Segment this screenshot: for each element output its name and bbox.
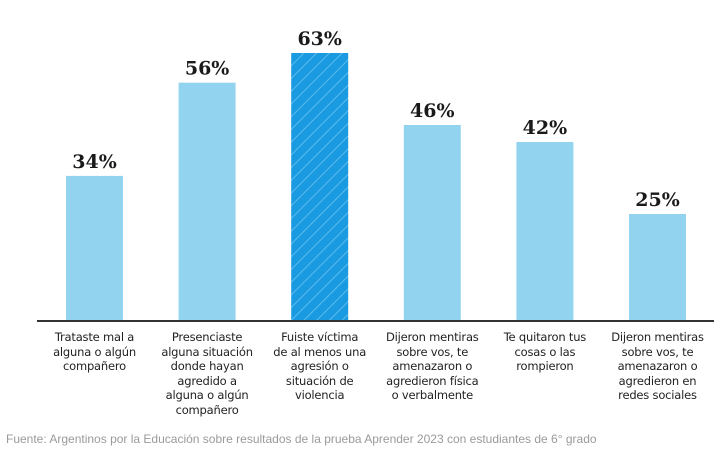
category-label-6: Dijeron mentiras sobre vos, te amenazaron … <box>598 330 718 403</box>
category-label-line: Presenciaste <box>171 330 243 344</box>
category-label-line: violencia <box>295 388 345 402</box>
category-label-line: situación de <box>285 373 354 388</box>
category-label-line: Te quitaron tus <box>503 330 587 344</box>
bar-2 <box>178 82 236 320</box>
category-label-line: donde hayan <box>170 359 244 373</box>
category-label-line: amenazaron o <box>617 359 698 373</box>
category-label-1: Trataste mal a alguna o algún compañero <box>35 330 155 374</box>
category-label-line: alguna o algún <box>165 388 249 402</box>
value-label-2: 56% <box>185 58 230 80</box>
category-label-line: sobre vos, te <box>621 344 694 359</box>
bar-5 <box>516 142 574 320</box>
category-label-line: compañero <box>63 359 126 373</box>
category-label-line: alguna o algún <box>53 344 136 359</box>
value-label-4: 46% <box>410 100 455 122</box>
category-label-5: Te quitaron tus cosas o las rompieron <box>485 330 605 374</box>
category-label-4: Dijeron mentiras sobre vos, te amenazaron … <box>372 330 492 403</box>
category-label-line: agredido a <box>177 373 237 388</box>
category-label-line: Dijeron mentiras <box>611 330 704 344</box>
bar-1 <box>66 175 123 320</box>
category-label-line: agresión o <box>290 359 349 373</box>
bar-6 <box>629 214 686 320</box>
category-label-line: agredieron en <box>618 373 697 388</box>
category-label-line: rompieron <box>516 359 574 373</box>
value-label-5: 42% <box>523 117 568 139</box>
category-label-line: Dijeron mentiras <box>385 330 479 344</box>
category-label-line: sobre vos, te <box>396 344 469 359</box>
category-label-line: agredieron física <box>386 373 479 388</box>
category-label-2: Presenciaste alguna situación donde hayan a… <box>147 330 267 417</box>
category-label-line: Fuiste víctima <box>281 330 359 344</box>
category-label-line: Trataste mal a <box>54 330 135 344</box>
category-label-line: redes sociales <box>618 388 697 402</box>
value-label-6: 25% <box>635 189 680 211</box>
category-label-line: cosas o las <box>514 344 576 359</box>
category-label-line: compañero <box>175 402 239 417</box>
category-label-line: de al menos una <box>273 344 367 359</box>
source-note: Fuente: Argentinos por la Educación sobr… <box>6 432 597 446</box>
bar-3 <box>291 53 349 320</box>
category-label-line: o verbalmente <box>391 388 474 402</box>
category-label-line: amenazaron o <box>392 359 473 373</box>
category-label-line: alguna situación <box>161 344 253 359</box>
value-label-3: 63% <box>297 28 342 50</box>
bar-4 <box>403 125 461 320</box>
value-label-1: 34% <box>72 151 117 173</box>
